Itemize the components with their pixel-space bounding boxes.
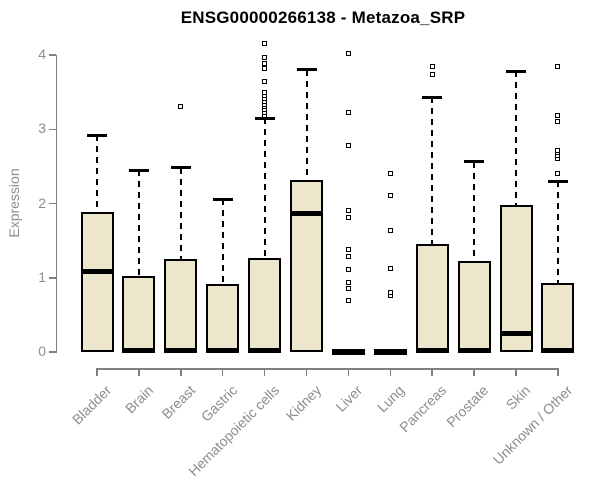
iqr-box xyxy=(122,275,156,352)
median-line xyxy=(206,348,240,353)
outlier-point xyxy=(262,65,268,71)
x-tick xyxy=(305,368,308,376)
y-tick xyxy=(49,54,56,56)
whisker-cap xyxy=(464,160,485,164)
outlier-point xyxy=(345,267,351,273)
upper-whisker xyxy=(305,69,308,180)
outlier-point xyxy=(345,143,351,149)
outlier-point xyxy=(555,170,561,176)
whisker-cap xyxy=(422,95,443,99)
upper-whisker xyxy=(221,199,224,284)
y-tick xyxy=(49,277,56,279)
outlier-point xyxy=(345,247,351,253)
iqr-box xyxy=(499,204,533,352)
iqr-box xyxy=(248,258,282,352)
median-line xyxy=(290,210,323,216)
collapsed-box xyxy=(373,349,407,355)
outlier-point xyxy=(345,285,351,291)
median-line xyxy=(248,348,282,353)
upper-whisker xyxy=(556,181,559,283)
outlier-point xyxy=(429,64,435,70)
outlier-point xyxy=(429,71,435,77)
outlier-point xyxy=(387,171,393,177)
x-tick xyxy=(263,368,266,376)
outlier-point xyxy=(345,51,351,56)
y-tick-label: 1 xyxy=(38,268,46,285)
whisker-cap xyxy=(87,133,107,137)
median-line xyxy=(415,348,449,353)
x-tick xyxy=(473,368,475,376)
chart-title: ENSG00000266138 - Metazoa_SRP xyxy=(180,8,466,27)
upper-whisker xyxy=(473,161,476,262)
iqr-box xyxy=(206,283,240,352)
y-tick xyxy=(49,202,56,205)
outlier-point xyxy=(387,265,393,271)
outlier-point xyxy=(262,89,268,95)
x-tick xyxy=(389,368,392,376)
x-tick xyxy=(557,368,559,376)
x-tick xyxy=(96,368,98,376)
outlier-point xyxy=(387,227,393,233)
iqr-box xyxy=(541,282,575,352)
x-tick xyxy=(515,368,517,376)
y-tick-label: 0 xyxy=(38,343,46,359)
outlier-point xyxy=(262,55,268,61)
outlier-point xyxy=(262,40,268,46)
x-tick xyxy=(347,368,350,376)
median-line xyxy=(541,348,575,353)
upper-whisker xyxy=(179,167,182,260)
outlier-point xyxy=(345,110,351,116)
upper-whisker xyxy=(96,135,98,213)
outlier-point xyxy=(555,119,561,125)
outlier-point xyxy=(345,215,351,221)
x-tick xyxy=(221,368,224,376)
outlier-point xyxy=(555,64,561,70)
outlier-point xyxy=(387,192,393,198)
outlier-point xyxy=(178,104,184,110)
iqr-box xyxy=(457,261,491,352)
whisker-cap xyxy=(212,197,233,201)
collapsed-box xyxy=(331,349,365,355)
iqr-box xyxy=(290,179,323,352)
y-tick-label: 3 xyxy=(38,120,46,137)
median-line xyxy=(122,348,156,353)
y-tick-label: 2 xyxy=(38,194,46,211)
x-axis-line xyxy=(96,368,559,370)
median-line xyxy=(499,330,533,336)
y-tick xyxy=(49,128,56,130)
whisker-cap xyxy=(506,69,526,73)
upper-whisker xyxy=(263,118,266,259)
y-tick-label: 4 xyxy=(38,46,46,62)
iqr-box xyxy=(164,259,198,352)
upper-whisker xyxy=(515,71,517,205)
outlier-point xyxy=(555,147,561,153)
outlier-point xyxy=(555,112,561,118)
iqr-box xyxy=(80,212,114,352)
iqr-box xyxy=(415,243,449,352)
y-axis-line xyxy=(55,55,57,353)
y-tick xyxy=(49,351,56,353)
outlier-point xyxy=(345,254,351,260)
outlier-point xyxy=(262,60,268,66)
upper-whisker xyxy=(431,97,434,244)
median-line xyxy=(164,348,198,353)
outlier-point xyxy=(262,79,268,85)
median-line xyxy=(80,269,114,275)
whisker-cap xyxy=(296,68,317,72)
whisker-cap xyxy=(128,168,149,172)
outlier-point xyxy=(345,280,351,286)
outlier-point xyxy=(345,297,351,303)
x-tick xyxy=(431,368,433,376)
outlier-point xyxy=(345,207,351,213)
whisker-cap xyxy=(170,166,191,170)
median-line xyxy=(457,348,491,353)
upper-whisker xyxy=(137,170,140,276)
outlier-point xyxy=(387,290,393,296)
x-tick xyxy=(138,368,140,376)
whisker-cap xyxy=(547,179,568,183)
x-tick xyxy=(180,368,182,376)
